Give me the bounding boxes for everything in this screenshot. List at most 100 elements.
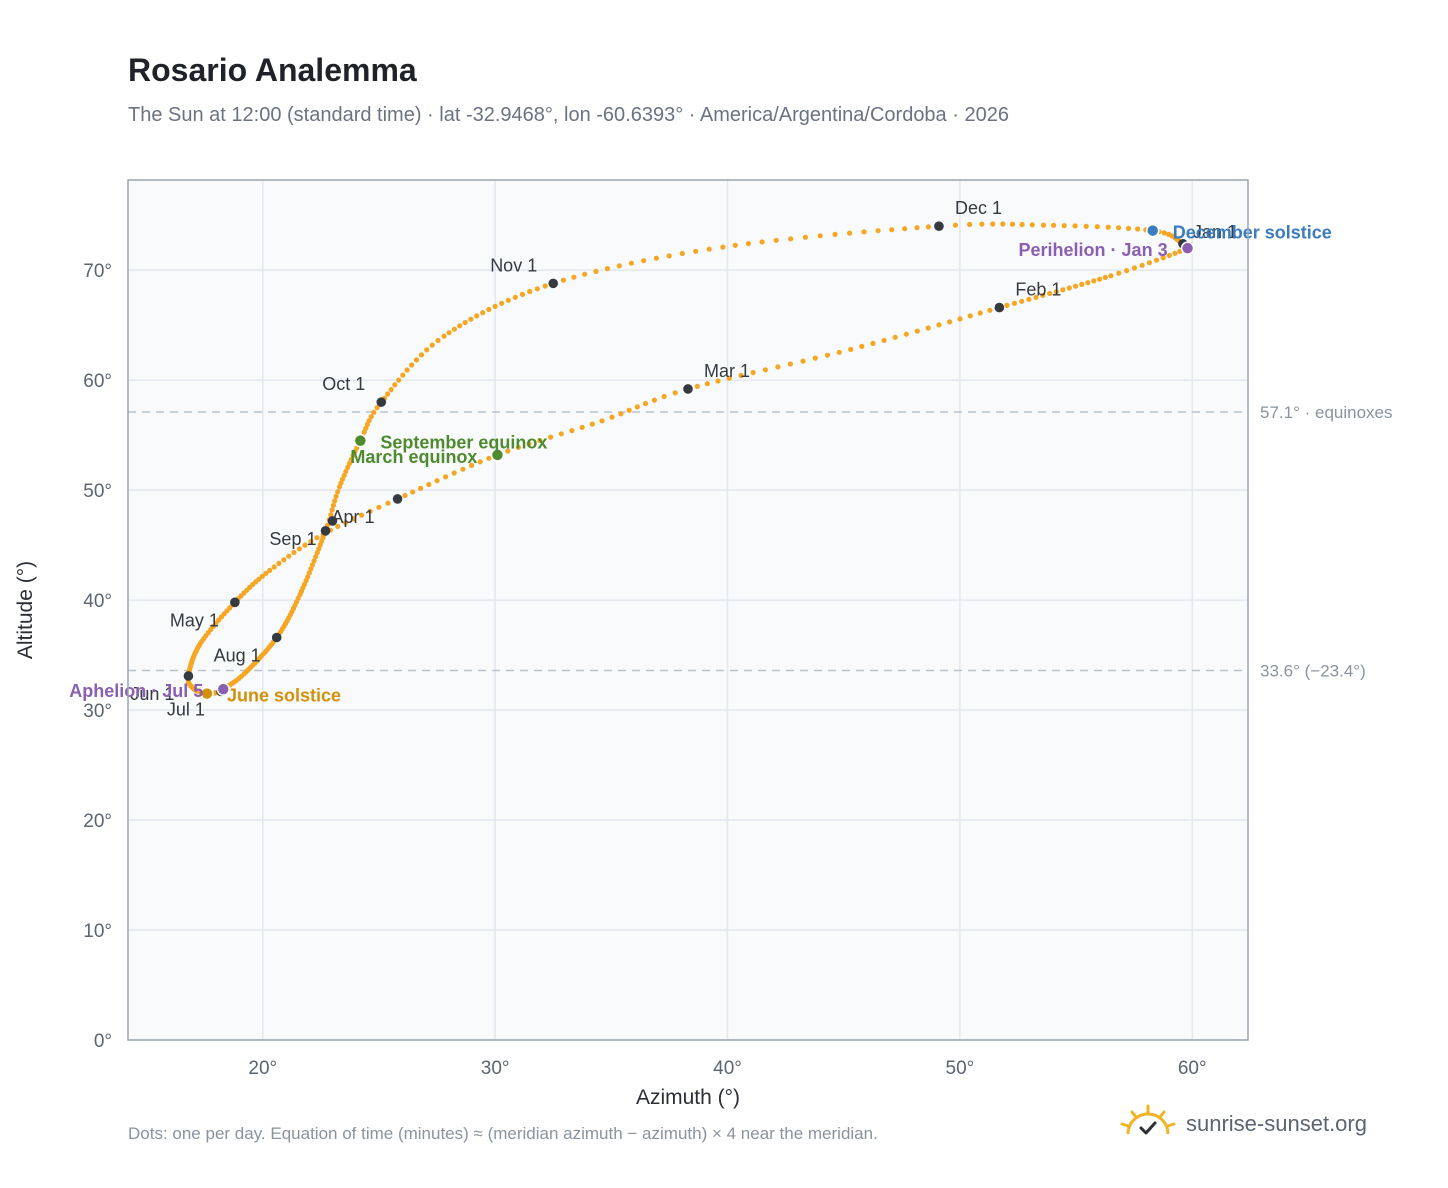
daily-dot	[350, 516, 356, 522]
brand-name: sunrise-sunset.org	[1186, 1111, 1367, 1136]
daily-dot	[388, 387, 394, 393]
daily-dot	[1124, 268, 1130, 274]
daily-dot	[589, 421, 595, 427]
footnote: Dots: one per day. Equation of time (min…	[128, 1124, 878, 1143]
page-title: Rosario Analemma	[128, 52, 417, 88]
daily-dot	[308, 538, 314, 545]
daily-dot	[302, 542, 308, 548]
daily-dot	[1019, 221, 1025, 228]
daily-dot	[1161, 230, 1167, 236]
daily-dot	[332, 498, 338, 504]
daily-dot	[579, 424, 585, 430]
daily-dot	[653, 255, 660, 261]
daily-dot	[306, 570, 312, 576]
daily-dot	[343, 468, 349, 474]
daily-dot	[469, 462, 475, 468]
daily-dot	[385, 500, 391, 506]
daily-dot	[952, 222, 959, 228]
event-label: June solstice	[227, 686, 341, 706]
daily-dot	[1073, 283, 1079, 289]
daily-dot	[824, 352, 831, 358]
daily-dot	[593, 268, 599, 274]
daily-dot	[348, 456, 354, 463]
month-marker	[230, 597, 240, 608]
daily-dot	[1040, 292, 1046, 298]
daily-dot	[847, 230, 853, 236]
daily-dot	[788, 236, 794, 242]
daily-dot	[661, 393, 667, 400]
daily-dot	[1091, 278, 1097, 284]
y-tick-label: 0°	[94, 1031, 112, 1052]
daily-dot	[720, 244, 726, 250]
daily-dot	[309, 562, 316, 568]
x-tick-label: 20°	[248, 1058, 277, 1079]
daily-dot	[276, 560, 282, 567]
event-label: December solstice	[1173, 223, 1332, 243]
daily-dot	[634, 404, 640, 410]
daily-dot	[1105, 224, 1111, 230]
month-label: Jun 1	[130, 684, 174, 704]
daily-dot	[424, 347, 430, 353]
daily-dot	[1029, 222, 1035, 228]
daily-dot	[434, 478, 440, 484]
daily-dot	[426, 481, 432, 488]
daily-dot	[404, 367, 410, 373]
brand-logo[interactable]: sunrise-sunset.org	[1120, 1102, 1367, 1146]
daily-dot	[1131, 265, 1137, 271]
daily-dot	[967, 313, 973, 319]
daily-dot	[773, 237, 779, 243]
daily-dot	[706, 246, 712, 252]
daily-dot	[359, 512, 365, 518]
daily-dot	[1135, 226, 1141, 232]
daily-dot	[1116, 225, 1122, 231]
daily-dot	[308, 566, 314, 572]
daily-dot	[402, 492, 408, 499]
daily-dot	[519, 291, 526, 297]
daily-dot	[335, 489, 341, 495]
daily-dot	[267, 567, 273, 574]
month-marker	[934, 221, 944, 231]
reference-lines: 57.1° · equinoxes 33.6° (−23.4°)	[128, 403, 1393, 680]
daily-dot	[286, 553, 292, 559]
daily-dot	[1072, 223, 1078, 229]
month-label: Mar 1	[704, 361, 750, 381]
daily-dot	[902, 226, 908, 232]
daily-dot	[979, 221, 985, 227]
month-label: Jul 1	[167, 699, 205, 719]
plot-background	[128, 180, 1248, 1040]
event-marker	[1180, 241, 1195, 255]
daily-dot	[346, 460, 353, 466]
daily-dot	[314, 535, 320, 541]
daily-dot	[505, 448, 511, 454]
daily-dot	[537, 437, 543, 444]
daily-dot	[328, 512, 334, 518]
daily-dot	[1047, 290, 1053, 297]
daily-dot	[957, 316, 963, 322]
daily-dot	[418, 352, 425, 358]
daily-dot	[1009, 221, 1016, 227]
daily-dot	[512, 294, 518, 300]
daily-dot	[987, 307, 993, 313]
x-tick-label: 50°	[946, 1058, 975, 1079]
daily-dot	[341, 472, 347, 478]
daily-dot	[329, 507, 335, 513]
daily-dot	[1019, 298, 1025, 304]
daily-dot	[443, 474, 449, 480]
daily-dot	[451, 326, 457, 332]
daily-dot	[1061, 223, 1067, 229]
daily-dot	[616, 263, 622, 269]
daily-dot	[335, 523, 341, 530]
y-tick-label: 20°	[83, 811, 112, 832]
daily-dot	[410, 489, 416, 495]
daily-dot	[1166, 252, 1172, 259]
daily-dot	[571, 274, 577, 280]
daily-dot	[1011, 300, 1018, 306]
daily-dot	[651, 397, 658, 403]
daily-dot	[492, 303, 498, 309]
event-marker	[490, 448, 505, 462]
daily-dot	[477, 459, 483, 465]
daily-dot	[515, 444, 522, 450]
y-tick-label: 60°	[83, 371, 112, 392]
daily-dot	[291, 549, 297, 556]
